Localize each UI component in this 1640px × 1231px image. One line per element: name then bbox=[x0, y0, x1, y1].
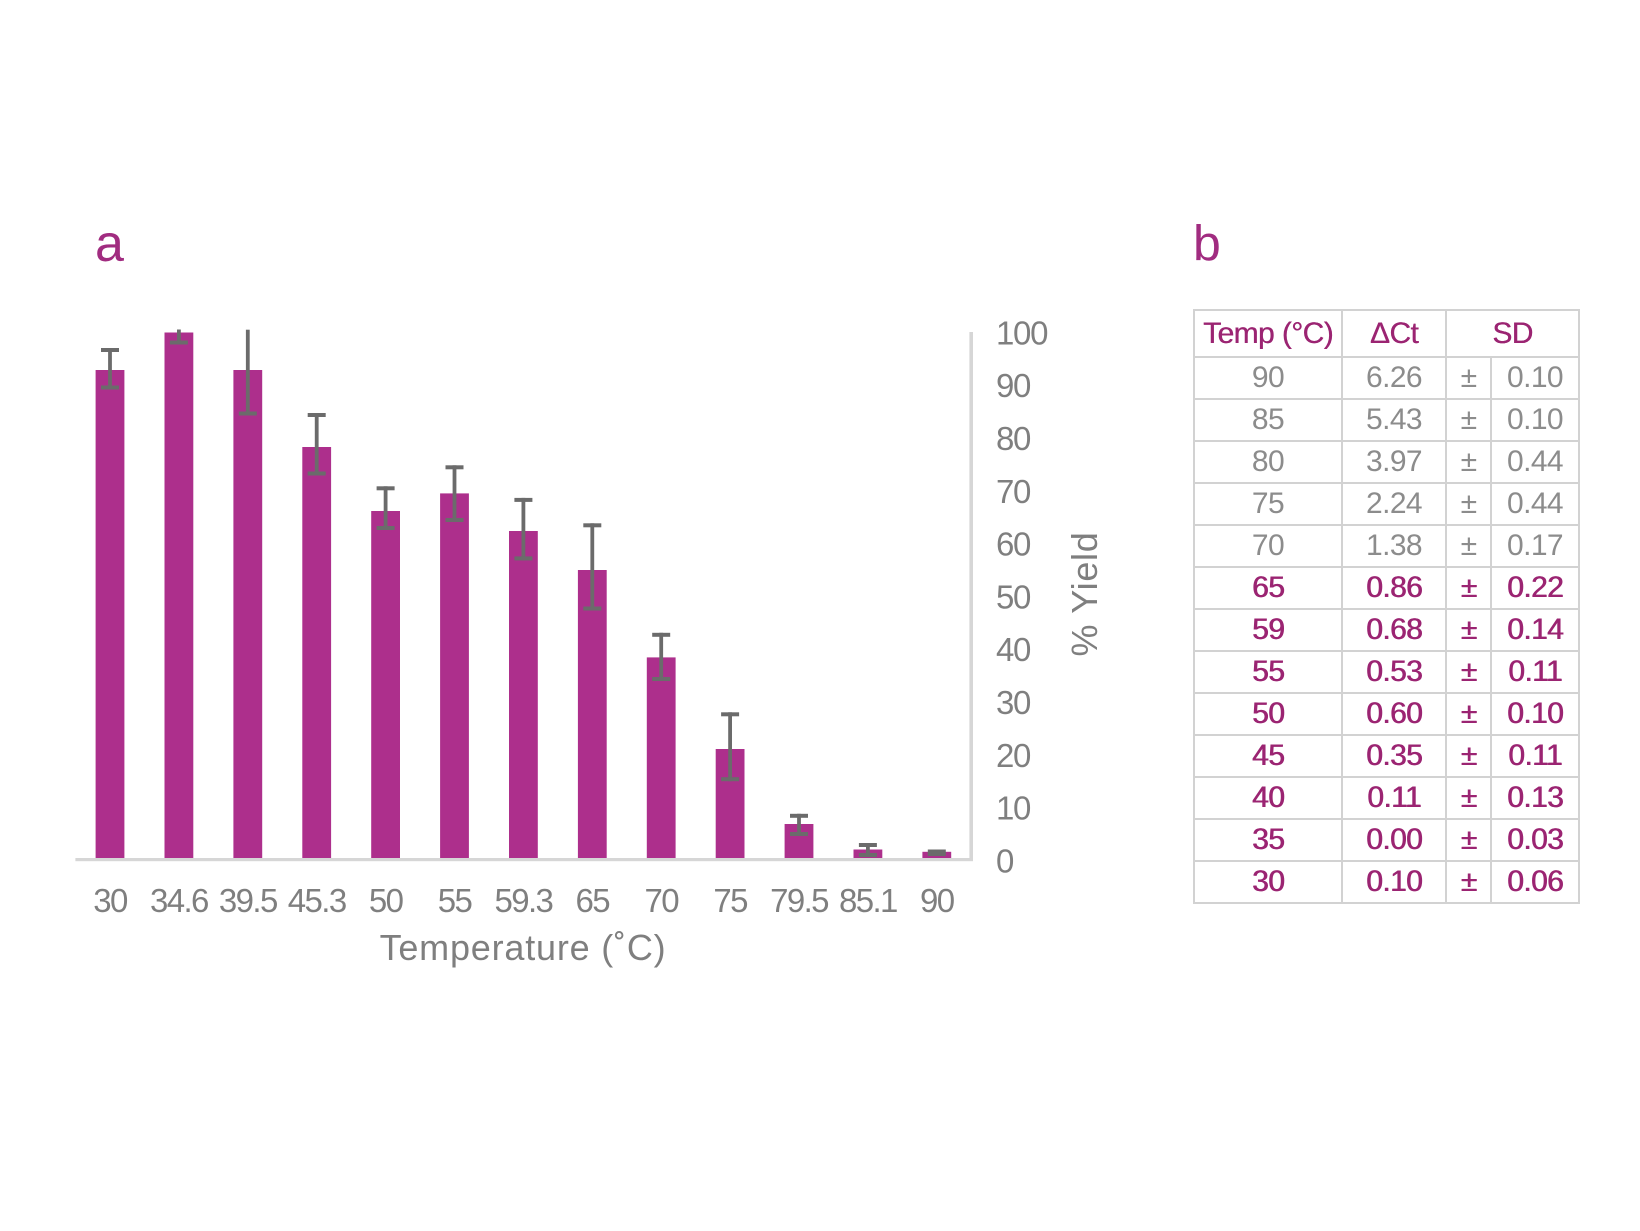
svg-text:0: 0 bbox=[996, 842, 1014, 879]
svg-text:59.3: 59.3 bbox=[494, 882, 552, 919]
svg-text:% Yield: % Yield bbox=[1064, 532, 1105, 657]
svg-text:20: 20 bbox=[996, 737, 1031, 774]
svg-text:70: 70 bbox=[644, 882, 679, 919]
svg-text:100: 100 bbox=[996, 314, 1048, 351]
svg-text:10: 10 bbox=[996, 790, 1031, 827]
svg-text:Temperature (˚C): Temperature (˚C) bbox=[380, 927, 667, 968]
svg-text:45.3: 45.3 bbox=[288, 882, 346, 919]
svg-text:90: 90 bbox=[996, 367, 1031, 404]
svg-text:60: 60 bbox=[996, 526, 1031, 563]
svg-text:90: 90 bbox=[920, 882, 955, 919]
svg-text:50: 50 bbox=[369, 882, 404, 919]
svg-text:80: 80 bbox=[996, 420, 1031, 457]
svg-text:70: 70 bbox=[996, 473, 1031, 510]
svg-text:30: 30 bbox=[996, 684, 1031, 721]
svg-text:85.1: 85.1 bbox=[839, 882, 897, 919]
svg-text:39.5: 39.5 bbox=[219, 882, 277, 919]
svg-text:30: 30 bbox=[93, 882, 128, 919]
svg-text:79.5: 79.5 bbox=[770, 882, 828, 919]
svg-text:40: 40 bbox=[996, 631, 1031, 668]
svg-text:b: b bbox=[1193, 216, 1221, 272]
svg-text:34.6: 34.6 bbox=[150, 882, 208, 919]
svg-text:a: a bbox=[95, 215, 124, 273]
svg-text:75: 75 bbox=[713, 882, 747, 919]
svg-text:55: 55 bbox=[438, 882, 472, 919]
svg-text:50: 50 bbox=[996, 578, 1031, 615]
svg-text:65: 65 bbox=[576, 882, 610, 919]
